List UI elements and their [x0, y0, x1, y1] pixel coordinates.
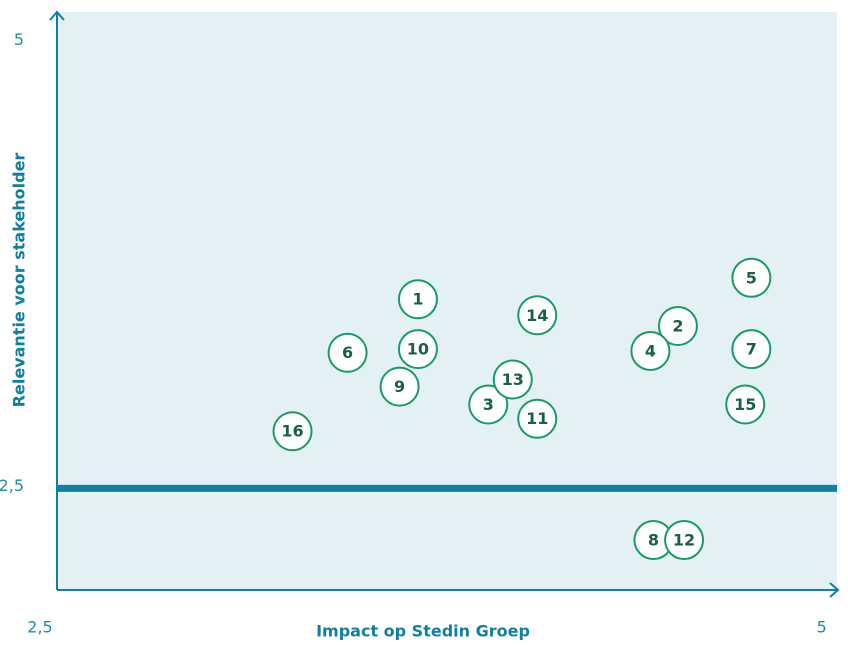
y-arrow [49, 10, 65, 21]
point-label: 1 [412, 290, 423, 309]
point [492, 359, 533, 400]
point [630, 330, 671, 371]
point [657, 305, 698, 346]
x-tick-label: 2,5 [27, 618, 52, 637]
point-label: 9 [394, 377, 405, 396]
point [725, 384, 766, 425]
point-label: 16 [281, 422, 303, 441]
point-label: 3 [483, 395, 494, 414]
point [379, 366, 420, 407]
point [664, 520, 705, 561]
point [397, 329, 438, 370]
point-label: 15 [734, 395, 756, 414]
point-label: 7 [746, 340, 757, 359]
point-label: 8 [648, 531, 659, 550]
point-label: 13 [502, 370, 524, 389]
point-label: 2 [672, 316, 683, 335]
x-tick-label: 5 [817, 618, 827, 637]
plot-area [57, 12, 837, 590]
y-tick-label: 5 [14, 30, 24, 49]
point-label: 12 [673, 531, 695, 550]
point-label: 4 [645, 341, 656, 360]
axes [49, 10, 840, 598]
y-axis-title: Relevantie voor stakeholder [10, 153, 29, 408]
point [517, 295, 558, 336]
point [397, 279, 438, 320]
x-arrow [829, 582, 840, 598]
point-label: 6 [342, 343, 353, 362]
point [272, 411, 313, 452]
point [731, 257, 772, 298]
point-label: 5 [746, 268, 757, 287]
point [327, 332, 368, 373]
point [517, 398, 558, 439]
x-axis-title: Impact op Stedin Groep [316, 622, 530, 641]
point-label: 11 [526, 409, 548, 428]
y-tick-label: 2,5 [0, 476, 24, 495]
point [731, 329, 772, 370]
point-label: 14 [526, 306, 548, 325]
point [468, 384, 509, 425]
point-label: 10 [407, 340, 429, 359]
